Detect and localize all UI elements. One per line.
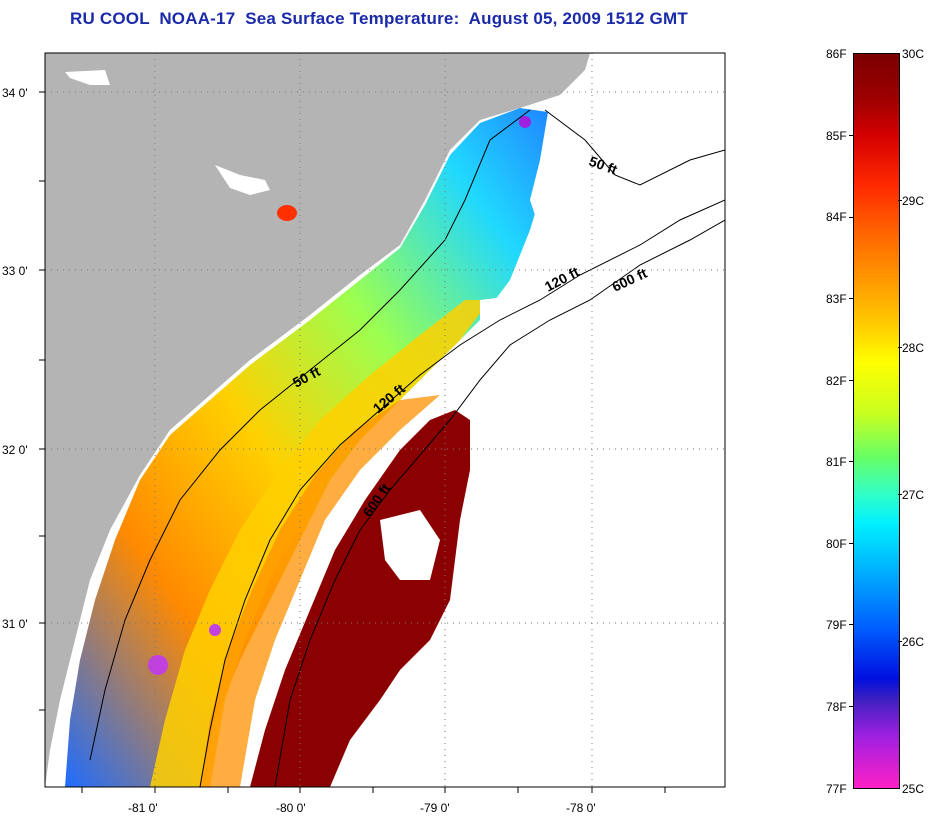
cb-tick: [849, 543, 853, 544]
cb-label-77f: 77F: [826, 782, 847, 796]
isobath-600ft: [274, 219, 725, 787]
cb-label-30c: 30C: [902, 47, 925, 61]
lon-label-81: -81 0': [128, 801, 158, 815]
cb-tick: [849, 135, 853, 136]
cb-label-26c: 26C: [902, 635, 925, 649]
cb-label-86f: 86F: [826, 47, 847, 61]
cb-label-79f: 79F: [826, 618, 847, 632]
cb-label-28c: 28C: [902, 341, 925, 355]
cb-label-78f: 78F: [826, 700, 847, 714]
map-frame: [44, 52, 726, 788]
temperature-colorbar: [853, 53, 900, 789]
isobath-50ft: [89, 109, 725, 761]
inland-lake-1: [215, 165, 270, 195]
cb-label-27c: 27C: [902, 488, 925, 502]
cb-label-80f: 80F: [826, 537, 847, 551]
axis-ticks: [39, 91, 666, 793]
cb-tick: [898, 641, 902, 642]
lat-label-33: 33 0': [2, 264, 28, 278]
cb-tick: [849, 624, 853, 625]
lat-label-31: 31 0': [2, 617, 28, 631]
cool-patch-2: [209, 624, 221, 636]
cb-label-82f: 82F: [826, 374, 847, 388]
lon-label-80: -80 0': [276, 801, 306, 815]
cb-label-81f: 81F: [826, 455, 847, 469]
cb-tick: [898, 494, 902, 495]
cb-tick: [849, 217, 853, 218]
lon-label-79: -79 0': [420, 801, 450, 815]
cb-tick: [849, 461, 853, 462]
gulf-stream: [250, 410, 470, 787]
cloud-patch-north: [530, 112, 660, 250]
cb-tick: [849, 298, 853, 299]
land-mass: [45, 53, 590, 787]
cb-tick: [849, 380, 853, 381]
mid-shelf-orange: [200, 395, 440, 787]
isobath-120ft: [199, 199, 725, 787]
cb-label-84f: 84F: [826, 210, 847, 224]
graticule: [45, 53, 725, 787]
inland-lake-2: [277, 205, 297, 221]
cb-label-85f: 85F: [826, 129, 847, 143]
lat-label-34: 34 0': [2, 86, 28, 100]
inland-lake-3: [65, 70, 110, 85]
map-title: RU COOL NOAA-17 Sea Surface Temperature:…: [70, 9, 688, 28]
cb-label-29c: 29C: [902, 194, 925, 208]
lat-label-32: 32 0': [2, 443, 28, 457]
cool-patch-3: [519, 116, 531, 128]
cloud-patch-offshore: [380, 510, 440, 580]
cb-tick: [898, 200, 902, 201]
cb-label-83f: 83F: [826, 292, 847, 306]
cb-label-25c: 25C: [902, 782, 925, 796]
lon-label-78: -78 0': [566, 801, 596, 815]
cb-tick: [849, 706, 853, 707]
cool-patch-1: [148, 655, 168, 675]
cb-tick: [898, 347, 902, 348]
